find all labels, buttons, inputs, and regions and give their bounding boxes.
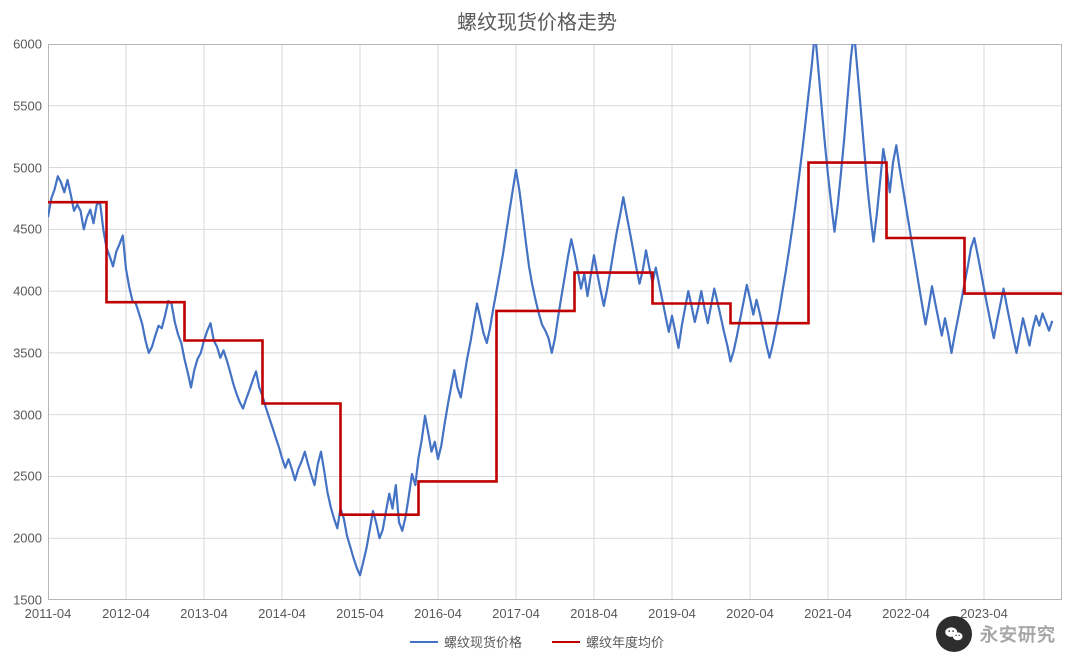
legend-label: 螺纹年度均价	[586, 632, 664, 651]
x-tick-label: 2016-04	[414, 606, 462, 621]
x-tick-label: 2017-04	[492, 606, 540, 621]
watermark: 永安研究	[936, 616, 1056, 652]
chart-container: 螺纹现货价格走势 1500200025003000350040004500500…	[0, 0, 1074, 660]
y-tick-label: 5000	[13, 160, 42, 175]
x-tick-label: 2013-04	[180, 606, 228, 621]
x-tick-label: 2014-04	[258, 606, 306, 621]
watermark-text: 永安研究	[980, 621, 1056, 647]
plot-area: 1500200025003000350040004500500055006000…	[48, 44, 1062, 600]
x-tick-label: 2011-04	[25, 606, 72, 621]
y-tick-label: 3000	[13, 407, 42, 422]
x-tick-label: 2012-04	[102, 606, 150, 621]
legend-swatch	[410, 641, 438, 643]
y-tick-label: 2500	[13, 469, 42, 484]
legend-item-annual: 螺纹年度均价	[552, 632, 664, 651]
x-tick-label: 2015-04	[336, 606, 384, 621]
y-tick-label: 5500	[13, 98, 42, 113]
x-tick-label: 2019-04	[648, 606, 696, 621]
x-tick-label: 2018-04	[570, 606, 618, 621]
legend: 螺纹现货价格 螺纹年度均价	[0, 632, 1074, 651]
y-tick-label: 2000	[13, 531, 42, 546]
plot-svg	[48, 44, 1062, 600]
y-tick-label: 6000	[13, 37, 42, 52]
x-tick-label: 2020-04	[726, 606, 774, 621]
x-tick-label: 2022-04	[882, 606, 930, 621]
wechat-icon	[936, 616, 972, 652]
legend-label: 螺纹现货价格	[444, 632, 522, 651]
chart-title: 螺纹现货价格走势	[0, 6, 1074, 35]
legend-item-spot: 螺纹现货价格	[410, 632, 522, 651]
legend-swatch	[552, 641, 580, 643]
y-tick-label: 3500	[13, 345, 42, 360]
x-tick-label: 2021-04	[804, 606, 852, 621]
y-tick-label: 4500	[13, 222, 42, 237]
y-tick-label: 4000	[13, 284, 42, 299]
